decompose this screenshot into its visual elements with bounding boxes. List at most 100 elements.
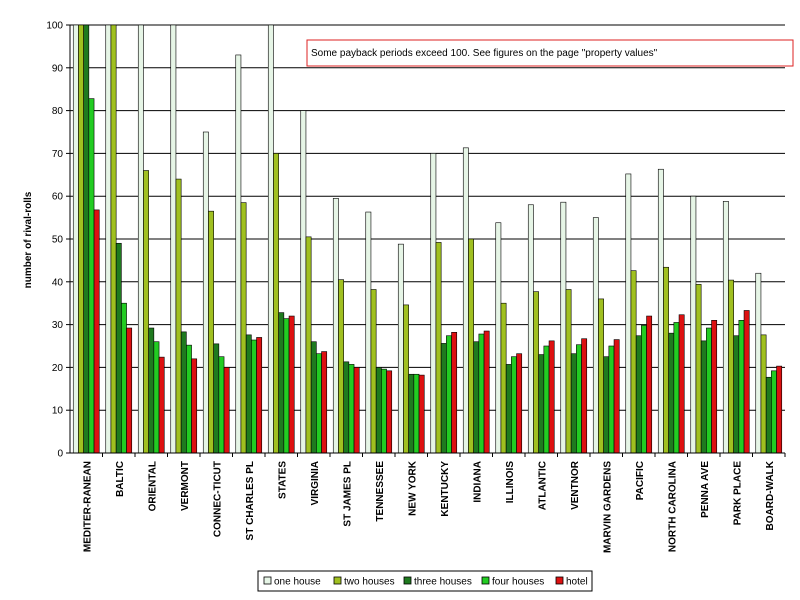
bar-four-houses-5 bbox=[251, 339, 257, 454]
bar-one-house-2 bbox=[137, 24, 144, 454]
x-category-label: INDIANA bbox=[472, 461, 483, 503]
axes: 0 10 20 30 40 50 60 70 80 90 100 MEDITER-RANEAN BALT… bbox=[46, 21, 786, 553]
bar-two-houses-21 bbox=[760, 334, 767, 454]
x-category-label: VERMONT bbox=[180, 461, 191, 511]
x-category-label: PACIFIC bbox=[635, 461, 646, 500]
bar-one-house-19 bbox=[690, 195, 697, 454]
x-category-label: ST JAMES PL bbox=[342, 461, 353, 527]
y-tick-label: 60 bbox=[52, 192, 64, 203]
bar-three-houses-19 bbox=[700, 340, 707, 454]
bar-hotel-10 bbox=[418, 374, 425, 454]
bar-two-houses-5 bbox=[240, 202, 247, 454]
bar-hotel-0 bbox=[93, 209, 100, 454]
bar-two-houses-15 bbox=[565, 289, 572, 454]
legend-swatch-one-house bbox=[263, 576, 272, 585]
x-category-label: BALTIC bbox=[115, 461, 126, 497]
bar-two-houses-10 bbox=[403, 304, 409, 454]
x-category-label: MARVIN GARDENS bbox=[602, 461, 613, 553]
x-category-label: ST CHARLES PL bbox=[245, 461, 256, 540]
legend-swatch-hotel bbox=[555, 576, 564, 585]
bar-hotel-18 bbox=[678, 314, 685, 454]
bar-two-houses-7 bbox=[305, 236, 312, 454]
legend-swatch-three-houses bbox=[403, 576, 412, 585]
legend-label-two-houses: two houses bbox=[344, 577, 395, 588]
bar-two-houses-20 bbox=[728, 279, 734, 454]
bar-one-house-6 bbox=[267, 24, 274, 454]
bar-two-houses-9 bbox=[370, 289, 377, 454]
x-category-label: PARK PLACE bbox=[732, 461, 743, 526]
bar-four-houses-11 bbox=[446, 335, 452, 454]
x-category-label: BOARD-WALK bbox=[765, 460, 776, 530]
bar-three-houses-9 bbox=[375, 367, 382, 454]
x-category-label: ILLINOIS bbox=[505, 461, 516, 504]
bar-three-houses-13 bbox=[505, 364, 512, 454]
x-category-label: NEW YORK bbox=[407, 460, 418, 516]
bar-two-houses-19 bbox=[695, 284, 702, 454]
bar-three-houses-14 bbox=[538, 354, 545, 454]
x-category-label: CONNEC-TICUT bbox=[212, 461, 223, 537]
bar-two-houses-3 bbox=[175, 178, 182, 454]
bar-four-houses-9 bbox=[381, 368, 387, 454]
bar-three-houses-20 bbox=[733, 335, 740, 454]
x-category-label: STATES bbox=[277, 461, 288, 499]
bar-one-house-12 bbox=[462, 147, 469, 454]
bar-one-house-10 bbox=[397, 243, 404, 454]
bar-four-houses-17 bbox=[641, 325, 647, 454]
bar-hotel-19 bbox=[711, 320, 718, 454]
bar-three-houses-0 bbox=[83, 24, 90, 454]
y-axis-title: number of rival-rolls bbox=[23, 191, 34, 288]
bar-two-houses-12 bbox=[468, 238, 474, 454]
y-tick-label: 80 bbox=[52, 106, 64, 117]
bar-hotel-6 bbox=[288, 315, 295, 454]
bar-hotel-16 bbox=[613, 339, 620, 454]
bar-three-houses-10 bbox=[408, 373, 415, 454]
bar-four-houses-18 bbox=[673, 322, 680, 454]
bar-one-house-17 bbox=[625, 173, 632, 454]
bar-one-house-15 bbox=[560, 201, 567, 454]
x-category-label: VENTNOR bbox=[570, 460, 581, 510]
y-tick-label: 30 bbox=[52, 320, 64, 331]
bar-hotel-8 bbox=[353, 367, 360, 454]
bar-four-houses-7 bbox=[316, 353, 322, 454]
y-tick-label: 0 bbox=[57, 449, 63, 460]
bar-three-houses-8 bbox=[343, 361, 350, 454]
bar-three-houses-2 bbox=[148, 327, 155, 454]
bar-hotel-3 bbox=[191, 358, 198, 454]
bar-hotel-13 bbox=[516, 353, 523, 454]
bar-hotel-14 bbox=[548, 340, 555, 454]
legend-swatch-two-houses bbox=[333, 576, 342, 585]
bar-hotel-1 bbox=[126, 327, 133, 454]
bar-one-house-3 bbox=[170, 24, 177, 454]
bar-three-houses-7 bbox=[310, 341, 317, 454]
bar-four-houses-3 bbox=[186, 344, 192, 454]
bar-four-houses-4 bbox=[218, 356, 225, 454]
bar-two-houses-2 bbox=[143, 170, 149, 454]
bar-hotel-7 bbox=[321, 351, 328, 454]
x-category-label: ATLANTIC bbox=[537, 461, 548, 510]
bar-two-houses-8 bbox=[338, 279, 344, 454]
bar-three-houses-3 bbox=[180, 331, 187, 454]
bar-one-house-5 bbox=[235, 54, 242, 454]
bar-one-house-16 bbox=[592, 217, 599, 454]
bar-three-houses-12 bbox=[473, 341, 480, 454]
bar-four-houses-13 bbox=[511, 356, 517, 454]
bar-three-houses-17 bbox=[635, 335, 642, 454]
bar-two-houses-17 bbox=[630, 270, 637, 454]
bar-one-house-18 bbox=[657, 168, 664, 454]
legend: one house two houses three houses four hous… bbox=[257, 570, 593, 592]
bar-hotel-4 bbox=[223, 367, 230, 454]
bar-two-houses-0 bbox=[78, 24, 84, 454]
bar-hotel-21 bbox=[776, 365, 783, 454]
bar-two-houses-16 bbox=[598, 298, 604, 454]
bar-three-houses-21 bbox=[765, 376, 772, 454]
bar-hotel-15 bbox=[581, 338, 588, 454]
bar-three-houses-1 bbox=[115, 242, 122, 454]
x-category-label: VIRGINIA bbox=[310, 461, 321, 505]
bar-two-houses-14 bbox=[533, 291, 539, 454]
legend-label-one-house: one house bbox=[274, 577, 321, 588]
bar-three-houses-6 bbox=[278, 312, 285, 454]
bar-four-houses-12 bbox=[478, 333, 485, 454]
bar-two-houses-1 bbox=[110, 24, 117, 454]
bar-four-houses-2 bbox=[153, 341, 160, 454]
